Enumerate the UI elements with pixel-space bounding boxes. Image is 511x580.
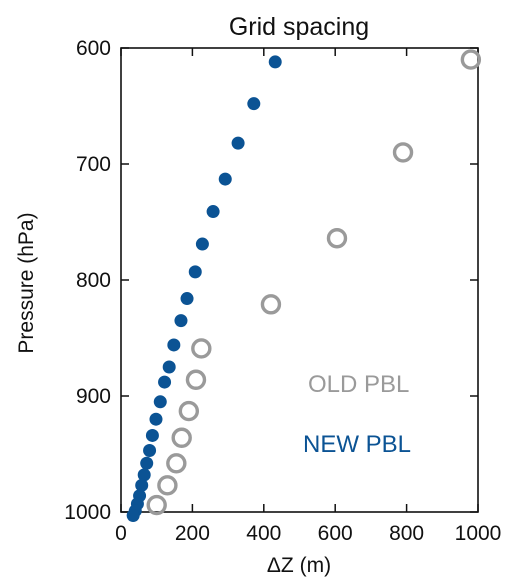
y-tick-label: 700 (76, 153, 111, 176)
data-point-new-pbl (145, 428, 159, 442)
data-point-new-pbl (137, 468, 151, 482)
y-tick-label: 1000 (64, 501, 111, 524)
data-point-old-pbl (171, 427, 192, 448)
data-point-old-pbl (326, 228, 348, 249)
data-point-new-pbl (268, 55, 282, 69)
data-point-new-pbl (206, 205, 220, 219)
data-point-new-pbl (195, 237, 209, 251)
legend-new-pbl: NEW PBL (303, 431, 411, 458)
x-tick-label: 600 (318, 522, 353, 545)
x-axis: 0 200 400 600 800 1000 (115, 48, 501, 545)
x-tick-label: 0 (115, 522, 127, 545)
data-point-new-pbl (247, 97, 261, 111)
data-point-new-pbl (149, 412, 163, 426)
data-point-new-pbl (167, 338, 181, 352)
y-tick-label: 800 (76, 269, 111, 292)
y-axis-label: Pressure (hPa) (15, 212, 38, 353)
x-tick-label: 1000 (455, 522, 502, 545)
data-point-new-pbl (153, 395, 167, 409)
data-point-new-pbl (188, 265, 202, 279)
data-point-old-pbl (185, 369, 207, 390)
data-point-new-pbl (174, 314, 188, 328)
data-point-new-pbl (143, 444, 157, 458)
data-point-old-pbl (191, 338, 212, 359)
x-tick-label: 200 (175, 522, 210, 545)
y-tick-label: 600 (76, 37, 111, 60)
data-point-new-pbl (180, 292, 194, 306)
legend-old-pbl: OLD PBL (308, 371, 409, 398)
data-point-old-pbl (146, 494, 167, 516)
data-point-old-pbl (157, 475, 178, 496)
y-axis: 600 700 800 900 1000 (64, 37, 478, 524)
data-point-old-pbl (260, 294, 282, 315)
data-point-old-pbl (392, 142, 414, 163)
y-tick-label: 900 (76, 385, 111, 408)
chart-title: Grid spacing (229, 13, 369, 41)
x-tick-label: 400 (246, 522, 281, 545)
data-point-new-pbl (126, 508, 140, 522)
data-point-new-pbl (140, 456, 154, 470)
data-point-new-pbl (218, 172, 232, 186)
data-point-old-pbl (460, 49, 482, 70)
data-point-new-pbl (158, 375, 172, 389)
data-point-new-pbl (231, 136, 245, 150)
x-axis-label: ΔZ (m) (267, 554, 331, 577)
series-old-pbl (146, 49, 482, 516)
data-point-new-pbl (162, 360, 176, 374)
data-point-new-pbl (135, 478, 149, 492)
series-new-pbl (126, 55, 282, 522)
x-tick-label: 800 (389, 522, 424, 545)
data-point-old-pbl (178, 400, 200, 422)
data-point-old-pbl (166, 453, 187, 474)
